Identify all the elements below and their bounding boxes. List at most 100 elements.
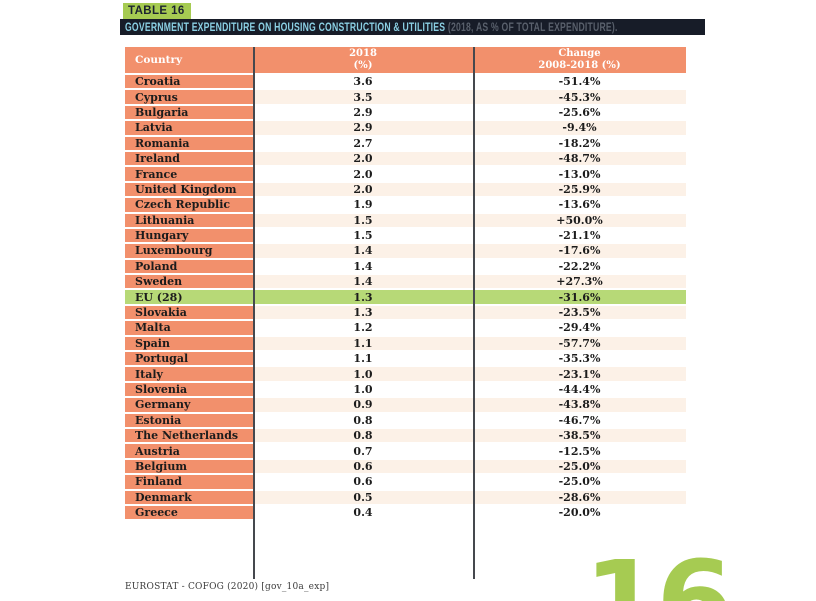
value-2018-cell: 1.5 bbox=[253, 212, 473, 229]
value-2018-cell: 1.2 bbox=[253, 320, 473, 337]
country-cell: Italy bbox=[125, 366, 253, 383]
value-2018-cell: 0.9 bbox=[253, 397, 473, 414]
column-header-2018: 2018 (%) bbox=[253, 47, 473, 75]
change-cell: -57.7% bbox=[473, 335, 686, 353]
value-2018-cell: 2.9 bbox=[253, 104, 473, 122]
value-2018-cell: 0.5 bbox=[253, 489, 473, 506]
change-cell: -25.9% bbox=[473, 181, 686, 199]
value-2018-cell: 1.0 bbox=[253, 366, 473, 383]
country-cell: Slovakia bbox=[125, 304, 253, 322]
change-cell: +50.0% bbox=[473, 212, 686, 229]
value-2018-cell: 2.7 bbox=[253, 135, 473, 152]
value-2018-cell: 2.0 bbox=[253, 181, 473, 199]
table-row: United Kingdom 2.0 -25.9% bbox=[125, 181, 686, 199]
value-2018-cell: 1.0 bbox=[253, 381, 473, 399]
value-2018-cell: 1.1 bbox=[253, 335, 473, 353]
change-cell: -28.6% bbox=[473, 489, 686, 506]
table-row: Slovakia 1.3 -23.5% bbox=[125, 304, 686, 322]
page-title: GOVERNMENT EXPENDITURE ON HOUSING CONSTR… bbox=[125, 20, 446, 34]
value-2018-cell: 1.4 bbox=[253, 274, 473, 291]
country-cell: Romania bbox=[125, 135, 253, 152]
value-2018-cell: 0.4 bbox=[253, 504, 473, 522]
table-row: Croatia 3.6 -51.4% bbox=[125, 74, 686, 91]
table-row: Cyprus 3.5 -45.3% bbox=[125, 89, 686, 106]
country-cell: Latvia bbox=[125, 120, 253, 137]
change-cell: -43.8% bbox=[473, 397, 686, 414]
country-cell: Slovenia bbox=[125, 381, 253, 399]
change-cell: -23.5% bbox=[473, 304, 686, 322]
country-cell: Denmark bbox=[125, 489, 253, 506]
country-cell: The Netherlands bbox=[125, 427, 253, 445]
value-2018-cell: 1.3 bbox=[253, 304, 473, 322]
change-cell: -51.4% bbox=[473, 74, 686, 91]
value-2018-cell: 1.5 bbox=[253, 227, 473, 245]
value-2018-cell: 1.4 bbox=[253, 258, 473, 276]
change-cell: -18.2% bbox=[473, 135, 686, 152]
column-divider-2 bbox=[473, 47, 475, 579]
country-cell: Lithuania bbox=[125, 212, 253, 229]
table-row: Sweden 1.4 +27.3% bbox=[125, 274, 686, 291]
change-cell: -44.4% bbox=[473, 381, 686, 399]
change-cell: -22.2% bbox=[473, 258, 686, 276]
change-cell: -12.5% bbox=[473, 443, 686, 460]
table-row: Romania 2.7 -18.2% bbox=[125, 135, 686, 152]
value-2018-cell: 0.6 bbox=[253, 458, 473, 476]
country-cell: Finland bbox=[125, 474, 253, 491]
value-2018-cell: 1.3 bbox=[253, 289, 473, 306]
table-row: Bulgaria 2.9 -25.6% bbox=[125, 104, 686, 122]
change-cell: -25.0% bbox=[473, 474, 686, 491]
value-2018-cell: 0.8 bbox=[253, 427, 473, 445]
table-row: EU (28) 1.3 -31.6% bbox=[125, 289, 686, 306]
change-cell: -13.6% bbox=[473, 197, 686, 214]
table-row: Poland 1.4 -22.2% bbox=[125, 258, 686, 276]
table-row: Finland 0.6 -25.0% bbox=[125, 474, 686, 491]
value-2018-cell: 2.0 bbox=[253, 166, 473, 183]
page-number: 16 bbox=[584, 537, 733, 601]
country-cell: United Kingdom bbox=[125, 181, 253, 199]
source-note: EUROSTAT - COFOG (2020) [gov_10a_exp] bbox=[125, 582, 330, 592]
value-2018-cell: 2.9 bbox=[253, 120, 473, 137]
change-cell: -38.5% bbox=[473, 427, 686, 445]
value-2018-cell: 2.0 bbox=[253, 150, 473, 168]
table-row: Hungary 1.5 -21.1% bbox=[125, 227, 686, 245]
value-2018-cell: 3.6 bbox=[253, 74, 473, 91]
change-cell: -46.7% bbox=[473, 412, 686, 430]
table-row: Greece 0.4 -20.0% bbox=[125, 504, 686, 522]
table-row: Belgium 0.6 -25.0% bbox=[125, 458, 686, 476]
country-cell: Ireland bbox=[125, 150, 253, 168]
value-2018-cell: 1.4 bbox=[253, 243, 473, 260]
change-cell: -17.6% bbox=[473, 243, 686, 260]
change-cell: -29.4% bbox=[473, 320, 686, 337]
table-row: Italy 1.0 -23.1% bbox=[125, 366, 686, 383]
table-body: Croatia 3.6 -51.4% Cyprus 3.5 -45.3% Bul… bbox=[125, 74, 686, 522]
table-row: Latvia 2.9 -9.4% bbox=[125, 120, 686, 137]
value-2018-cell: 1.9 bbox=[253, 197, 473, 214]
change-cell: -48.7% bbox=[473, 150, 686, 168]
country-cell: Poland bbox=[125, 258, 253, 276]
country-cell: Austria bbox=[125, 443, 253, 460]
table-row: Germany 0.9 -43.8% bbox=[125, 397, 686, 414]
country-cell: Bulgaria bbox=[125, 104, 253, 122]
change-cell: -45.3% bbox=[473, 89, 686, 106]
value-2018-cell: 3.5 bbox=[253, 89, 473, 106]
country-cell: Hungary bbox=[125, 227, 253, 245]
country-cell: Estonia bbox=[125, 412, 253, 430]
table-row: Malta 1.2 -29.4% bbox=[125, 320, 686, 337]
table-row: Luxembourg 1.4 -17.6% bbox=[125, 243, 686, 260]
change-cell: -20.0% bbox=[473, 504, 686, 522]
country-cell: Portugal bbox=[125, 351, 253, 368]
title-text-wrap: GOVERNMENT EXPENDITURE ON HOUSING CONSTR… bbox=[125, 20, 618, 34]
change-cell: -13.0% bbox=[473, 166, 686, 183]
country-cell: Belgium bbox=[125, 458, 253, 476]
value-2018-cell: 1.1 bbox=[253, 351, 473, 368]
table-header-row: Country 2018 (%) Change 2008-2018 (%) bbox=[125, 47, 686, 75]
country-cell: Malta bbox=[125, 320, 253, 337]
value-2018-cell: 0.8 bbox=[253, 412, 473, 430]
value-2018-cell: 0.6 bbox=[253, 474, 473, 491]
title-bar: GOVERNMENT EXPENDITURE ON HOUSING CONSTR… bbox=[120, 19, 705, 35]
table-row: Slovenia 1.0 -44.4% bbox=[125, 381, 686, 399]
table-row: Portugal 1.1 -35.3% bbox=[125, 351, 686, 368]
column-divider-1 bbox=[253, 47, 255, 579]
table-row: Lithuania 1.5 +50.0% bbox=[125, 212, 686, 229]
